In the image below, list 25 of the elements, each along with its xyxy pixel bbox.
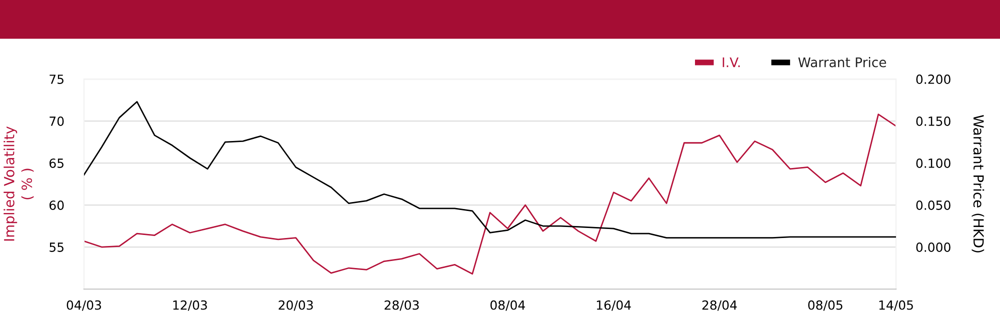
x-tick-label: 28/03 (384, 300, 419, 311)
y-axis-title: Implied Volatility ( % ) (4, 126, 34, 241)
x-tick-label: 04/03 (66, 300, 102, 311)
x-tick-label: 16/04 (596, 300, 631, 311)
x-tick-label: 08/04 (490, 300, 525, 311)
x-tick-label: 20/03 (278, 300, 313, 311)
y2-tick-label: 0.100 (916, 158, 950, 168)
y2-axis-title: Warrant Price (HKD) (972, 114, 984, 252)
y-tick-label: 60 (50, 200, 64, 210)
y-tick-label: 75 (50, 74, 64, 84)
x-tick-label: 12/03 (173, 300, 207, 311)
y2-tick-label: 0.050 (916, 200, 950, 210)
legend-label: Warrant Price (798, 57, 886, 68)
x-tick-label: 14/05 (879, 300, 913, 311)
y2-tick-label: 0.000 (916, 242, 950, 252)
y2-tick-label: 0.200 (916, 74, 950, 84)
y-tick-label: 70 (50, 116, 64, 126)
y2-tick-label: 0.150 (916, 116, 950, 126)
line-series (84, 114, 896, 275)
x-tick-label: 28/04 (702, 300, 737, 311)
y-tick-label: 65 (50, 158, 64, 168)
legend-label: I.V. (722, 57, 740, 68)
x-tick-label: 08/05 (808, 300, 842, 311)
y-tick-label: 55 (50, 242, 64, 252)
line-series (84, 101, 896, 238)
